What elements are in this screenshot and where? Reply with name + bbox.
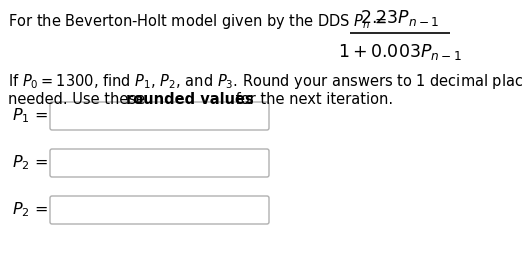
Text: $P_2$ =: $P_2$ = bbox=[12, 201, 48, 219]
FancyBboxPatch shape bbox=[50, 102, 269, 130]
FancyBboxPatch shape bbox=[50, 149, 269, 177]
Text: For the Beverton-Holt model given by the DDS $P_n$ =: For the Beverton-Holt model given by the… bbox=[8, 12, 387, 31]
Text: for the next iteration.: for the next iteration. bbox=[231, 92, 393, 107]
Text: If $P_0 = 1300$, find $P_1$, $P_2$, and $P_3$. Round your answers to 1 decimal p: If $P_0 = 1300$, find $P_1$, $P_2$, and … bbox=[8, 72, 522, 91]
Text: $P_2$ =: $P_2$ = bbox=[12, 154, 48, 172]
Text: $P_1$ =: $P_1$ = bbox=[12, 107, 48, 125]
FancyBboxPatch shape bbox=[50, 196, 269, 224]
Text: $2.23P_{n-1}$: $2.23P_{n-1}$ bbox=[360, 8, 440, 28]
Text: rounded values: rounded values bbox=[126, 92, 254, 107]
Text: $1+0.003P_{n-1}$: $1+0.003P_{n-1}$ bbox=[338, 42, 462, 62]
Text: needed. Use these: needed. Use these bbox=[8, 92, 150, 107]
